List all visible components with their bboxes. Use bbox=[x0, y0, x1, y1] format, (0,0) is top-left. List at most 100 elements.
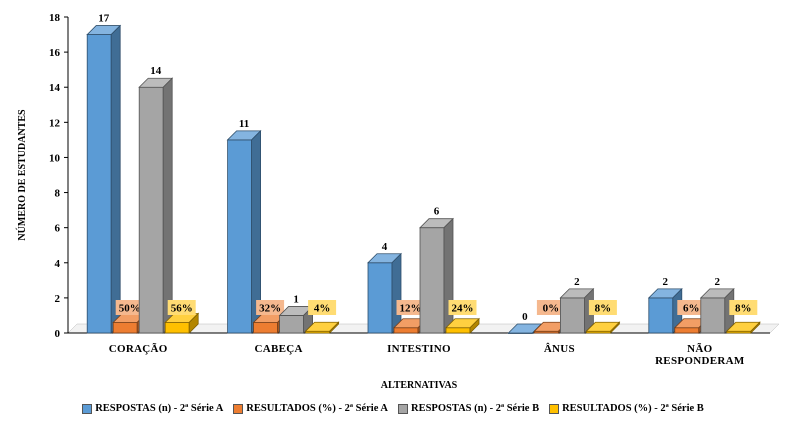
bar bbox=[699, 287, 735, 334]
percent-label: 8% bbox=[735, 303, 752, 315]
y-tick-label: 8 bbox=[55, 188, 61, 200]
value-label: 2 bbox=[715, 276, 721, 288]
legend-item: RESULTADOS (%) - 2ª Série A bbox=[233, 403, 388, 414]
bar bbox=[226, 129, 262, 334]
bar-front bbox=[138, 86, 164, 334]
percent-label: 56% bbox=[171, 303, 193, 315]
percent-label-box bbox=[677, 300, 706, 315]
bar-front bbox=[253, 322, 279, 334]
y-tick-label: 16 bbox=[49, 47, 61, 59]
value-label: 14 bbox=[150, 65, 162, 77]
x-axis-title: ALTERNATIVAS bbox=[381, 380, 458, 391]
bar bbox=[725, 321, 761, 334]
bar-front bbox=[700, 297, 726, 334]
category-label: RESPONDERAM bbox=[655, 355, 745, 367]
bar bbox=[164, 312, 200, 334]
legend-label: RESULTADOS (%) - 2ª Série B bbox=[562, 403, 704, 414]
legend-item: RESPOSTAS (n) - 2ª Série A bbox=[82, 403, 223, 414]
bar bbox=[304, 321, 340, 334]
bar bbox=[138, 77, 174, 334]
percent-label-box bbox=[308, 300, 337, 315]
category-label: NÃO bbox=[687, 343, 712, 355]
legend-label: RESULTADOS (%) - 2ª Série A bbox=[246, 403, 388, 414]
bar-front bbox=[227, 139, 253, 334]
value-label: 4 bbox=[382, 241, 388, 253]
y-tick-label: 14 bbox=[49, 82, 61, 94]
percent-label-box bbox=[448, 300, 477, 315]
bar bbox=[507, 323, 543, 334]
percent-label: 24% bbox=[452, 303, 474, 315]
percent-label: 50% bbox=[119, 303, 141, 315]
bar-front bbox=[419, 227, 445, 334]
legend-swatch bbox=[82, 403, 93, 414]
bar-side bbox=[188, 312, 199, 334]
legend-swatch bbox=[398, 403, 408, 414]
legend-item: RESPOSTAS (n) - 2ª Série B bbox=[398, 403, 539, 414]
bar-side bbox=[162, 77, 173, 334]
bar-side bbox=[750, 321, 761, 334]
percent-label: 8% bbox=[595, 303, 612, 315]
y-tick-label: 6 bbox=[55, 223, 61, 235]
percent-label-box bbox=[588, 300, 617, 315]
percent-label: 4% bbox=[314, 303, 331, 315]
legend-swatch bbox=[233, 403, 244, 414]
percent-label: 32% bbox=[259, 303, 281, 315]
bar-side bbox=[443, 217, 454, 334]
bar bbox=[86, 24, 122, 334]
percent-label-box bbox=[536, 300, 565, 315]
bar-side bbox=[391, 252, 402, 334]
percent-label: 0% bbox=[543, 303, 560, 315]
bar-front bbox=[279, 315, 305, 334]
percent-label-box bbox=[396, 300, 425, 315]
bar bbox=[647, 287, 683, 334]
bar bbox=[367, 252, 402, 334]
bar-front bbox=[648, 297, 674, 334]
bar-side bbox=[469, 317, 480, 334]
bar-front bbox=[674, 327, 700, 334]
value-label: 0 bbox=[522, 311, 528, 323]
y-tick-label: 12 bbox=[49, 117, 61, 129]
bar-side bbox=[610, 321, 620, 334]
percent-label-box bbox=[115, 300, 144, 315]
y-axis-title: NÚMERO DE ESTUDANTES bbox=[16, 109, 28, 241]
value-label: 2 bbox=[574, 276, 580, 288]
legend: RESPOSTAS (n) - 2ª Série A RESULTADOS (%)… bbox=[0, 403, 786, 414]
bar-front bbox=[86, 34, 112, 334]
y-tick-label: 18 bbox=[49, 12, 61, 24]
value-label: 17 bbox=[98, 13, 110, 25]
bar bbox=[419, 217, 454, 334]
bar bbox=[559, 287, 595, 334]
value-label: 6 bbox=[434, 206, 440, 218]
bar-front bbox=[164, 322, 190, 334]
percent-label-box bbox=[167, 300, 196, 315]
value-label: 11 bbox=[239, 118, 249, 130]
category-label: CORAÇÃO bbox=[109, 343, 168, 355]
bar-side bbox=[110, 24, 121, 334]
bar-front bbox=[445, 327, 471, 334]
bar-front bbox=[393, 327, 419, 334]
legend-item: RESULTADOS (%) - 2ª Série B bbox=[549, 403, 704, 414]
bar-front bbox=[560, 297, 585, 334]
legend-label: RESPOSTAS (n) - 2ª Série A bbox=[95, 403, 224, 414]
legend-swatch bbox=[549, 403, 560, 414]
y-tick-label: 2 bbox=[55, 293, 61, 305]
legend-label: RESPOSTAS (n) - 2ª Série B bbox=[411, 403, 540, 414]
category-label: ÂNUS bbox=[544, 343, 575, 355]
bar bbox=[673, 317, 709, 334]
percent-label: 6% bbox=[683, 303, 700, 315]
percent-label: 12% bbox=[400, 303, 422, 315]
value-label: 1 bbox=[293, 293, 299, 305]
category-label: INTESTINO bbox=[387, 343, 451, 355]
y-tick-label: 0 bbox=[55, 328, 61, 340]
bar bbox=[445, 317, 480, 334]
bar-front bbox=[367, 262, 393, 334]
percent-label-box bbox=[256, 300, 285, 315]
category-label: CABEÇA bbox=[254, 343, 302, 355]
y-tick-label: 4 bbox=[55, 258, 61, 270]
bar bbox=[585, 321, 621, 334]
bar-front bbox=[112, 322, 138, 334]
percent-label-box bbox=[729, 300, 758, 315]
bar-side bbox=[329, 321, 340, 334]
value-label: 2 bbox=[663, 276, 669, 288]
